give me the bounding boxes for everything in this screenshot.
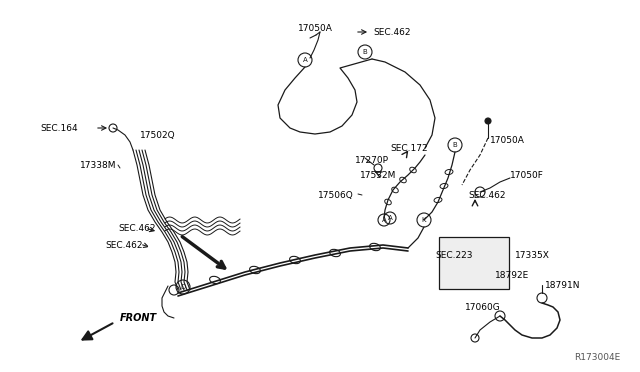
Text: 17338M: 17338M [80, 160, 116, 170]
Text: 17050A: 17050A [298, 23, 333, 32]
Text: B: B [452, 142, 458, 148]
Text: SEC.462: SEC.462 [118, 224, 156, 232]
Text: 17270P: 17270P [355, 155, 389, 164]
Text: B: B [363, 49, 367, 55]
Text: 17050F: 17050F [510, 170, 544, 180]
Text: 18792E: 18792E [495, 270, 529, 279]
Text: D: D [180, 284, 186, 290]
Text: FRONT: FRONT [120, 313, 157, 323]
Text: 17502Q: 17502Q [140, 131, 175, 140]
Text: 17506Q: 17506Q [318, 190, 354, 199]
Text: SEC.462: SEC.462 [373, 28, 410, 36]
Text: K: K [422, 217, 426, 223]
Text: A: A [381, 217, 387, 223]
Text: 17532M: 17532M [360, 170, 396, 180]
Text: A: A [303, 57, 307, 63]
FancyBboxPatch shape [439, 237, 509, 289]
Circle shape [485, 118, 491, 124]
Text: SEC.462: SEC.462 [468, 190, 506, 199]
Text: 17060G: 17060G [465, 304, 500, 312]
Text: SEC.223: SEC.223 [435, 250, 472, 260]
Text: 17335X: 17335X [515, 250, 550, 260]
Text: 17050A: 17050A [490, 135, 525, 144]
Text: SEC.164: SEC.164 [40, 124, 77, 132]
Text: R173004E: R173004E [573, 353, 620, 362]
Text: A: A [388, 215, 392, 221]
Text: 18791N: 18791N [545, 280, 580, 289]
Text: SEC.172: SEC.172 [390, 144, 428, 153]
Text: SEC.462: SEC.462 [105, 241, 143, 250]
